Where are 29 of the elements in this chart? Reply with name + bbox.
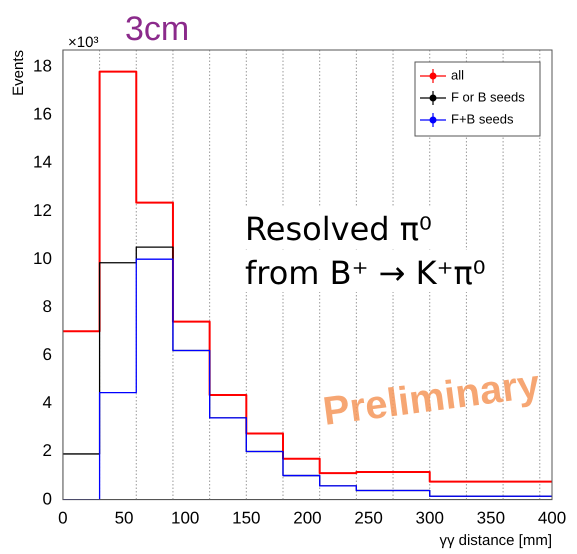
- y-tick-label: 4: [42, 393, 52, 412]
- y-tick-label: 14: [32, 152, 52, 172]
- x-tick-label: 150: [232, 508, 261, 528]
- y-tick-label: 0: [42, 489, 52, 508]
- legend-label: F or B seeds: [451, 90, 526, 105]
- x-tick-label: 50: [114, 508, 134, 528]
- annotation: Resolved π⁰: [245, 210, 432, 248]
- x-tick-label: 300: [416, 508, 444, 528]
- annotation: Preliminary: [320, 362, 543, 434]
- legend-label: F+B seeds: [451, 112, 514, 127]
- annotation: ×10³: [68, 34, 98, 51]
- y-tick-label: 10: [32, 248, 52, 268]
- annotation: from B⁺ → K⁺π⁰: [245, 254, 486, 292]
- x-tick-label: 0: [58, 508, 68, 528]
- legend-label: all: [451, 68, 464, 83]
- x-tick-label: 250: [354, 508, 383, 528]
- x-axis-title: γγ distance [mm]: [439, 532, 552, 550]
- y-tick-label: 12: [32, 200, 52, 220]
- y-tick-label: 16: [32, 104, 52, 124]
- chart-title: 3cm: [125, 10, 190, 48]
- x-tick-label: 350: [476, 508, 506, 528]
- x-tick-label: 400: [538, 508, 566, 528]
- y-tick-label: 18: [32, 56, 52, 76]
- x-tick-label: 100: [170, 508, 200, 528]
- y-tick-label: 8: [42, 296, 52, 316]
- x-tick-label: 200: [293, 508, 322, 528]
- y-tick-label: 6: [42, 345, 52, 364]
- y-axis-title: Events: [10, 50, 28, 96]
- y-tick-label: 2: [42, 441, 52, 460]
